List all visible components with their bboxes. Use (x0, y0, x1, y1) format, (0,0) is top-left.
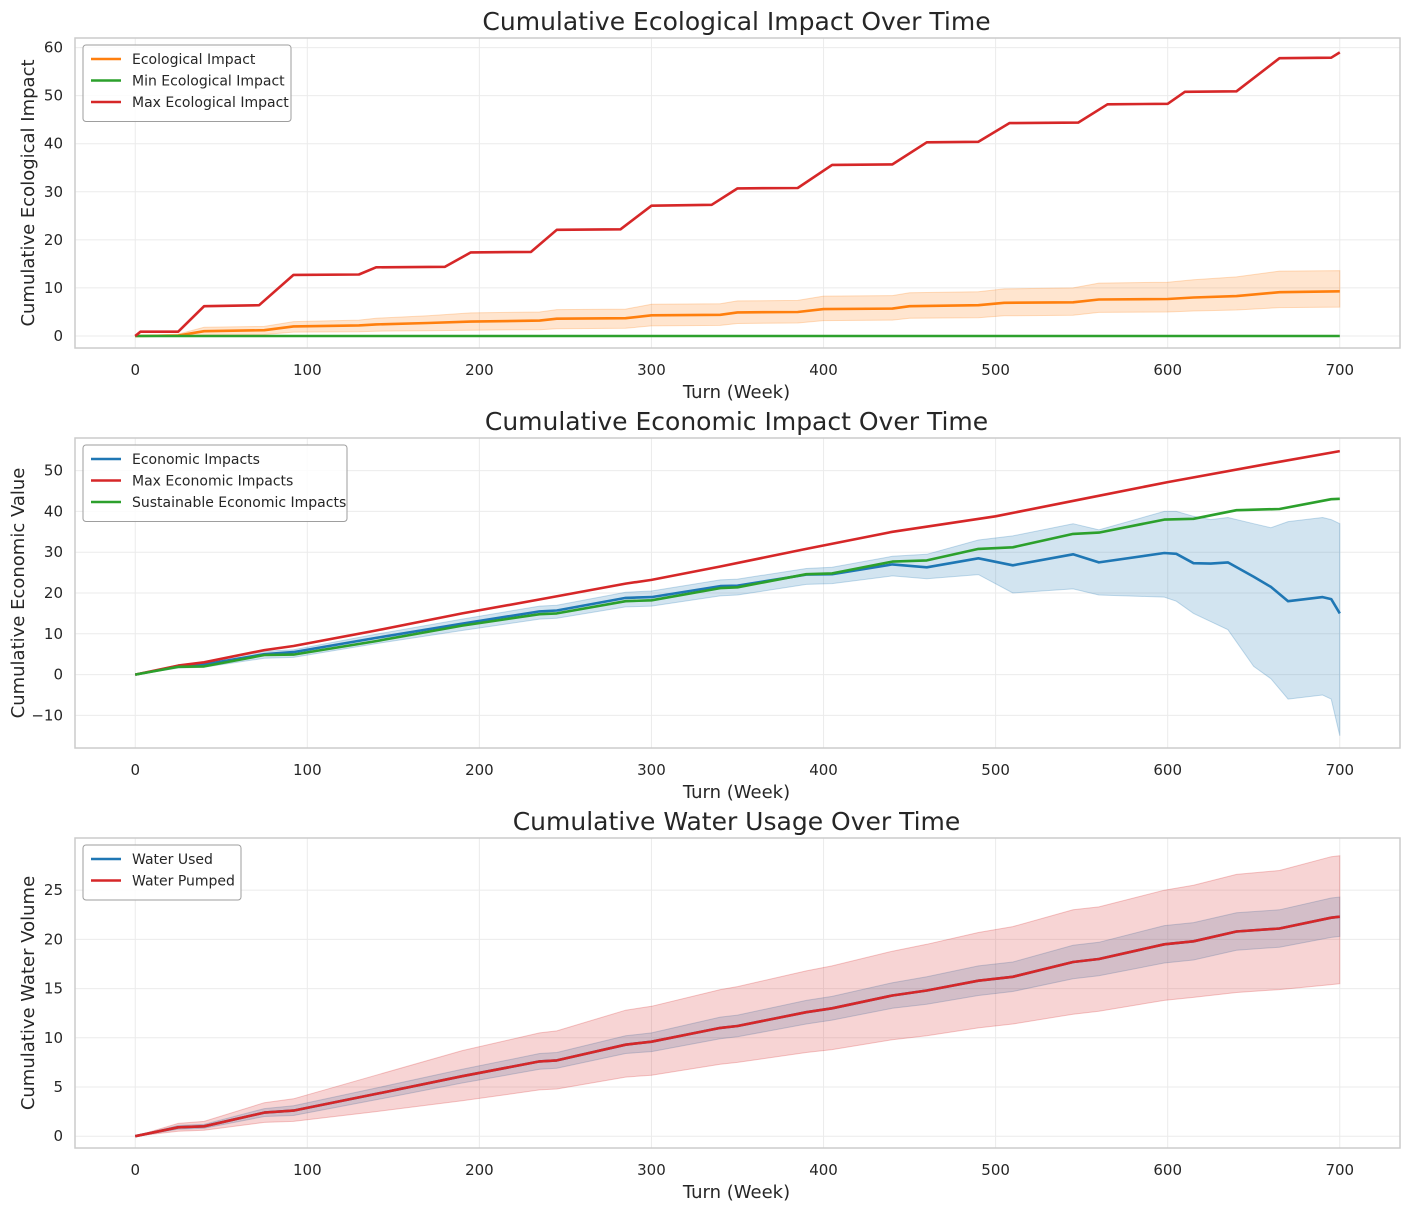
legend-entry: Min Ecological Impact (132, 74, 285, 90)
legend-entry: Max Economic Impacts (132, 474, 293, 490)
y-axis-label: Cumulative Economic Value (8, 468, 29, 719)
x-tick-label: 300 (637, 361, 666, 379)
confidence-band (135, 270, 1341, 337)
confidence-band (135, 510, 1341, 736)
y-tick-label: 40 (44, 502, 63, 520)
x-tick-label: 500 (981, 761, 1010, 779)
y-tick-label: 0 (53, 327, 63, 345)
chart-panel-1: 0 100 200 300 400 500 600 700 0 10 20 30 40 50 60 Cumul… (18, 7, 1401, 403)
x-tick-label: 500 (981, 361, 1010, 379)
series-line (134, 551, 1341, 676)
y-tick-label: 40 (44, 135, 63, 153)
legend-entry: Water Used (132, 852, 213, 868)
y-tick-label: 0 (53, 666, 63, 684)
y-tick-label: 30 (44, 183, 63, 201)
x-tick-label: 600 (1153, 361, 1182, 379)
chart-panel-3: 0 100 200 300 400 500 600 700 0 5 10 15 20 25 Cumulati… (18, 807, 1401, 1203)
x-tick-label: 0 (130, 1161, 140, 1179)
legend: Water Used Water Pumped (82, 844, 242, 901)
y-tick-label: 10 (44, 625, 63, 643)
x-tick-label: 700 (1325, 361, 1354, 379)
chart-title: Cumulative Economic Impact Over Time (485, 407, 988, 436)
legend-entry: Sustainable Economic Impacts (132, 495, 346, 511)
x-tick-label: 100 (293, 361, 322, 379)
x-tick-label: 200 (465, 761, 494, 779)
x-tick-label: 500 (981, 1161, 1010, 1179)
x-tick-label: 0 (130, 361, 140, 379)
chart-title: Cumulative Ecological Impact Over Time (482, 7, 990, 36)
y-tick-label: 50 (44, 87, 63, 105)
plot-frame (74, 437, 1401, 749)
y-axis-label: Cumulative Ecological Impact (18, 59, 39, 326)
y-tick-label: 20 (44, 231, 63, 249)
x-tick-label: 400 (809, 761, 838, 779)
y-tick-label: 10 (44, 279, 63, 297)
y-tick-label: 0 (53, 1127, 63, 1145)
legend-box (82, 844, 242, 901)
legend-entry: Water Pumped (132, 874, 235, 890)
x-axis-label: Turn (Week) (682, 1182, 790, 1203)
legend-entry: Max Ecological Impact (132, 95, 289, 111)
x-tick-label: 100 (293, 1161, 322, 1179)
x-tick-label: 700 (1325, 761, 1354, 779)
x-tick-label: 400 (809, 1161, 838, 1179)
chart-panel-2: 0 100 200 300 400 500 600 700 −10 0 10 20 30 40 50 Cumu… (8, 407, 1401, 803)
legend: Ecological Impact Min Ecological Impact Ma… (82, 44, 292, 122)
y-tick-label: 30 (44, 543, 63, 561)
x-tick-label: 100 (293, 761, 322, 779)
x-tick-label: 200 (465, 1161, 494, 1179)
x-tick-label: 600 (1153, 1161, 1182, 1179)
y-tick-label: 60 (44, 39, 63, 57)
legend-box (82, 444, 348, 522)
x-tick-label: 300 (637, 1161, 666, 1179)
y-tick-label: 20 (44, 584, 63, 602)
confidence-band (135, 855, 1341, 1137)
x-tick-label: 300 (637, 761, 666, 779)
x-tick-label: 600 (1153, 761, 1182, 779)
chart-title: Cumulative Water Usage Over Time (513, 807, 961, 836)
x-tick-label: 0 (130, 761, 140, 779)
plot-frame (74, 37, 1401, 349)
y-tick-label: 5 (53, 1078, 63, 1096)
x-tick-label: 200 (465, 361, 494, 379)
legend: Economic Impacts Max Economic Impacts Sust… (82, 444, 348, 522)
x-axis-label: Turn (Week) (682, 382, 790, 403)
series-line (134, 449, 1341, 676)
x-tick-label: 400 (809, 361, 838, 379)
legend-entry: Ecological Impact (132, 52, 256, 68)
y-tick-label: −10 (31, 706, 63, 724)
x-tick-label: 700 (1325, 1161, 1354, 1179)
series-line (134, 915, 1340, 1138)
y-tick-label: 10 (44, 1029, 63, 1047)
legend-entry: Economic Impacts (132, 452, 260, 468)
series-line (134, 497, 1340, 676)
series-line (134, 51, 1341, 338)
y-tick-label: 20 (44, 930, 63, 948)
legend-box (82, 44, 292, 122)
series-line (135, 290, 1340, 338)
y-tick-label: 15 (44, 980, 63, 998)
y-tick-label: 50 (44, 462, 63, 480)
y-tick-label: 25 (44, 881, 63, 899)
y-axis-label: Cumulative Water Volume (18, 876, 39, 1110)
plot-frame (74, 837, 1401, 1149)
x-axis-label: Turn (Week) (682, 782, 790, 803)
